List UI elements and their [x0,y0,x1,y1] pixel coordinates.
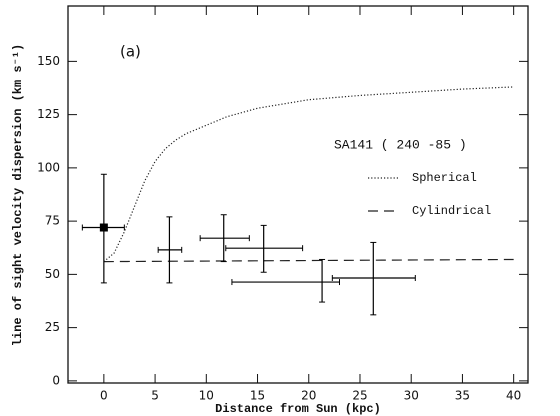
x-tick-label: 15 [250,389,265,403]
y-tick-label: 150 [37,54,60,68]
curve [103,258,514,263]
x-tick-label: 35 [455,389,470,403]
x-tick-label: 5 [151,389,159,403]
x-tick-label: 10 [199,389,214,403]
y-tick-label: 100 [37,160,60,174]
x-tick-label: 40 [506,389,521,403]
y-tick-label: 125 [37,107,60,121]
y-axis-label: line of sight velocity dispersion (km s⁻… [11,44,25,346]
x-tick-label: 25 [352,389,367,403]
legend-label: Cylindrical [412,204,491,218]
y-tick-label: 25 [45,320,60,334]
y-tick-label: 75 [45,214,60,228]
point [99,223,108,232]
x-tick-label: 0 [100,389,108,403]
x-axis-label: Distance from Sun (kpc) [215,402,381,416]
plot-frame [67,5,529,384]
curve [103,86,514,263]
y-tick-label: 0 [52,373,60,387]
legend-label: Spherical [412,171,477,185]
x-tick-label: 30 [404,389,419,403]
legend-title: SA141 ( 240 -85 ) [334,137,467,152]
y-tick-label: 50 [45,267,60,281]
annotation: (a) [120,43,141,61]
x-tick-label: 20 [301,389,316,403]
